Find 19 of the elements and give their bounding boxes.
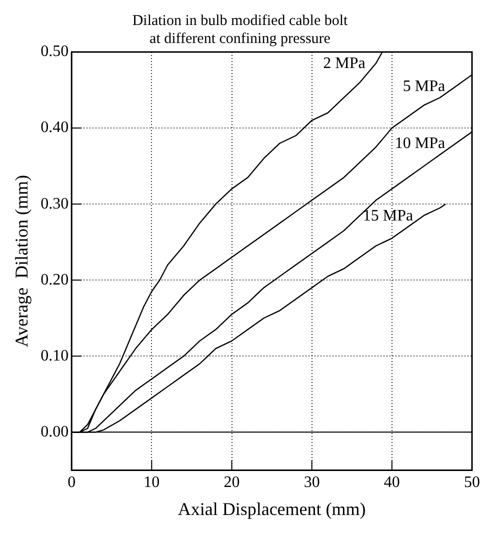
x-tick-label: 30: [304, 474, 320, 492]
series-label: 10 MPa: [394, 135, 446, 152]
y-tick-label: 0.40: [40, 119, 69, 136]
x-tick-label: 40: [384, 474, 400, 492]
y-tick-label: 0.30: [40, 195, 69, 212]
series-label: 5 MPa: [402, 78, 446, 96]
x-tick-label: 50: [464, 474, 480, 492]
y-axis-title: Average Dilation (mm): [12, 175, 32, 348]
x-tick-label: 20: [224, 474, 240, 492]
y-tick-label: 0.50: [40, 43, 69, 60]
chart-title: Dilation in bulb modified cable bolt at different confining pressure: [132, 12, 349, 47]
y-tick-label: 0.20: [40, 271, 69, 288]
y-tick-label: 0.00: [40, 423, 69, 440]
x-tick-label: 0: [68, 474, 76, 492]
series-label: 15 MPa: [362, 207, 414, 224]
series-label: 2 MPa: [323, 55, 366, 72]
x-axis-title: Axial Displacement (mm): [178, 498, 366, 519]
x-tick-label: 10: [144, 474, 160, 492]
y-tick-label: 0.10: [40, 347, 69, 364]
